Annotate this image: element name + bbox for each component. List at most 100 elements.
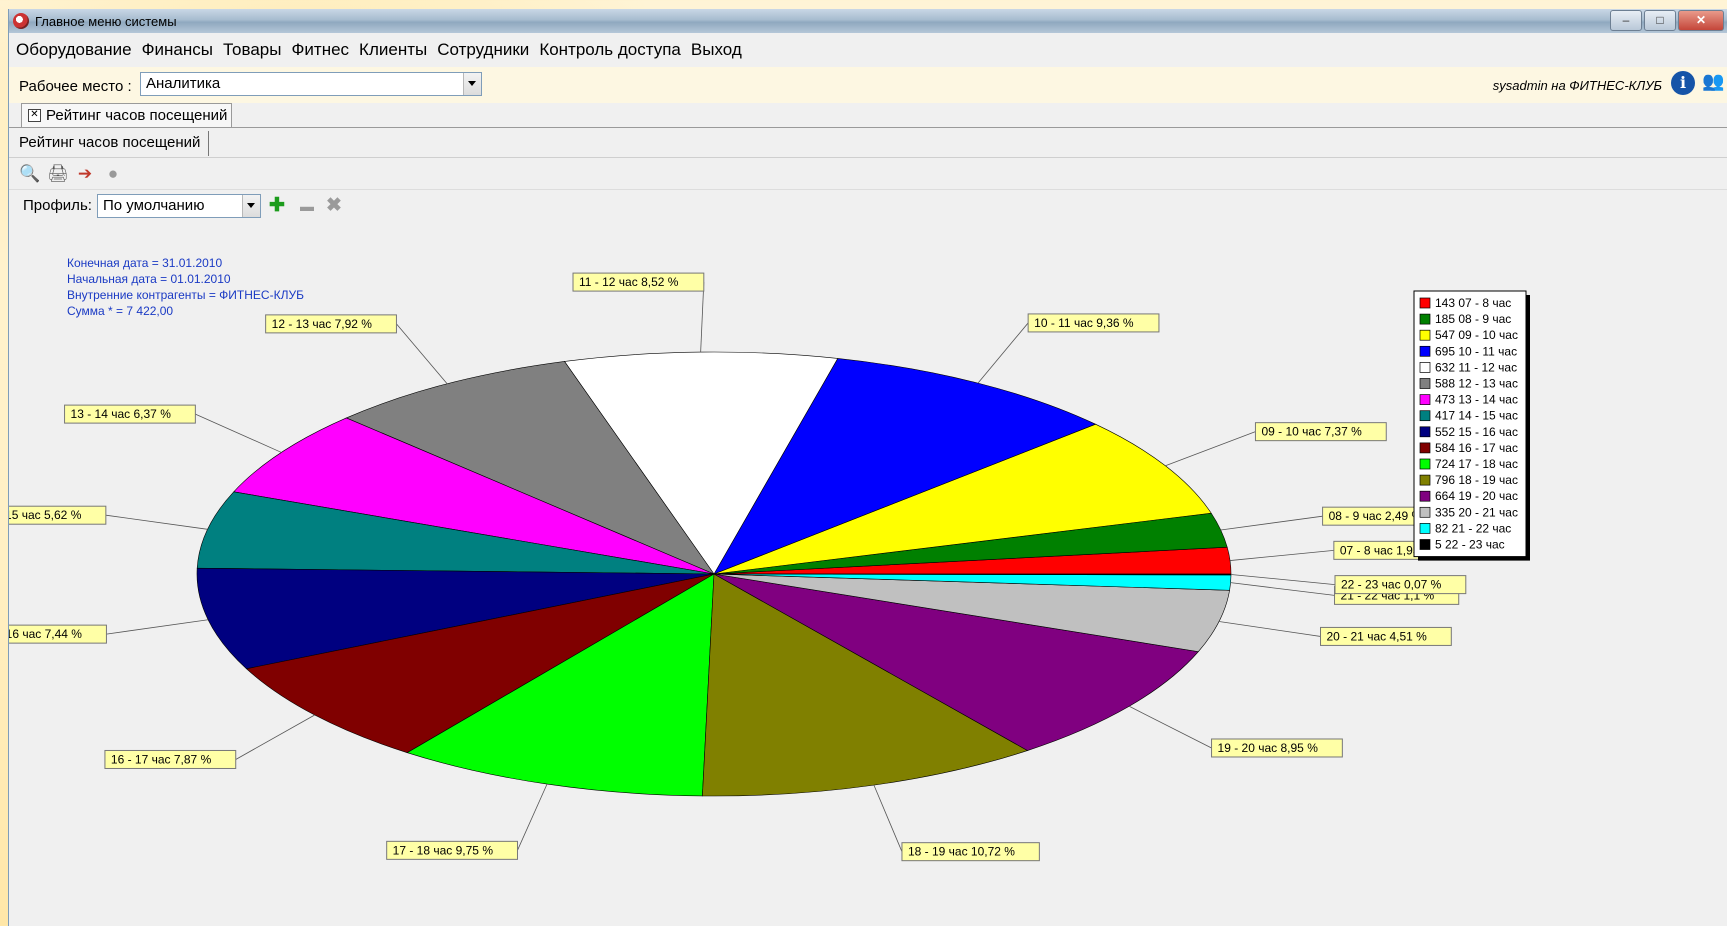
menu-fitness[interactable]: Фитнес	[291, 40, 350, 59]
maximize-button[interactable]: □	[1644, 10, 1676, 31]
legend-swatch	[1419, 313, 1431, 325]
filter-line: Начальная дата = 01.01.2010	[67, 272, 231, 286]
slice-label: 10 - 11 час 9,36 %	[1034, 316, 1134, 330]
menu-exit[interactable]: Выход	[690, 40, 742, 59]
document-tabs: ✕ Рейтинг часов посещений	[9, 103, 1727, 128]
menu-bar: Оборудование Финансы Товары Фитнес Клиен…	[9, 37, 1727, 63]
pie-slice[interactable]	[196, 491, 715, 575]
menu-equipment[interactable]: Оборудование	[16, 40, 132, 59]
legend-entry: 584 16 - 17 час	[1435, 441, 1518, 455]
slice-label-box	[572, 272, 705, 292]
label-leader-line	[873, 784, 903, 852]
legend-box	[1413, 290, 1527, 558]
current-user: sysadmin на ФИТНЕС-КЛУБ	[1492, 78, 1662, 93]
workplace-label: Рабочее место :	[19, 78, 132, 95]
label-leader-line	[106, 619, 209, 635]
filter-line: Конечная дата = 31.01.2010	[67, 256, 222, 270]
legend-entry: 143 07 - 8 час	[1435, 296, 1511, 310]
report-filters: Конечная дата = 31.01.2010 Начальная дата…	[67, 256, 304, 318]
legend-entry: 695 10 - 11 час	[1435, 344, 1517, 358]
legend-swatch	[1419, 426, 1431, 438]
label-leaders	[105, 282, 1336, 852]
legend-entry: 664 19 - 20 час	[1435, 489, 1518, 503]
legend-swatch	[1419, 297, 1431, 309]
pie-slice[interactable]	[345, 361, 715, 575]
slice-label-box	[104, 749, 237, 769]
close-tab-icon[interactable]: ✕	[28, 109, 41, 122]
legend-entry: 417 14 - 15 час	[1435, 409, 1518, 423]
slice-labels: 07 - 8 час 1,93 % 08 - 9 час 2,49 % 09 - 1…	[9, 272, 1467, 862]
user-icon[interactable]: ●	[107, 164, 119, 183]
menu-goods[interactable]: Товары	[223, 40, 282, 59]
slice-label: 12 - 13 час 7,92 %	[272, 317, 373, 331]
label-leader-line	[195, 413, 282, 453]
label-leader-line	[235, 714, 315, 760]
chart-area: Конечная дата = 31.01.2010 Начальная дата…	[9, 224, 1727, 926]
pie-slices	[196, 351, 1232, 797]
pie-slice[interactable]	[563, 351, 839, 575]
label-leader-line	[105, 514, 208, 530]
menu-employees[interactable]: Сотрудники	[437, 40, 530, 59]
delete-profile-icon[interactable]: ✖	[326, 195, 342, 216]
slice-label: 15 - 16 час 7,44 %	[9, 627, 82, 641]
chevron-down-icon[interactable]	[463, 73, 481, 95]
profile-select[interactable]: По умолчанию	[97, 194, 261, 218]
export-icon[interactable]: ➔	[77, 164, 93, 183]
label-leader-line	[1129, 705, 1212, 749]
info-icon[interactable]: i	[1671, 71, 1695, 95]
app-icon	[13, 13, 29, 29]
slice-label: 22 - 23 час 0,07 %	[1341, 578, 1442, 592]
legend-entry: 185 08 - 9 час	[1435, 312, 1511, 326]
slice-label: 13 - 14 час 6,37 %	[71, 407, 172, 421]
profile-bar: Профиль: По умолчанию ✚ ▬ ✖	[9, 189, 1727, 225]
tab-visit-rating[interactable]: ✕ Рейтинг часов посещений	[21, 103, 233, 127]
menu-finance[interactable]: Финансы	[141, 40, 213, 59]
main-window: Главное меню системы – □ ✕ Оборудование …	[8, 9, 1727, 926]
slice-label: 08 - 9 час 2,49 %	[1329, 509, 1423, 523]
slice-label-box	[9, 624, 107, 644]
legend-entry: 796 18 - 19 час	[1435, 473, 1518, 487]
filter-line: Внутренние контрагенты = ФИТНЕС-КЛУБ	[67, 288, 304, 302]
legend-swatch	[1419, 362, 1431, 373]
legend-swatch	[1419, 394, 1431, 405]
close-button[interactable]: ✕	[1678, 10, 1724, 31]
print-icon[interactable]: 🖨	[47, 164, 69, 183]
search-icon[interactable]: 🔍	[19, 164, 41, 183]
legend-entry: 547 09 - 10 час	[1435, 328, 1518, 342]
pie-slice[interactable]	[702, 573, 1029, 797]
slice-label-box	[386, 840, 518, 860]
legend-swatch	[1419, 345, 1431, 357]
slice-label: 11 - 12 час 8,52 %	[579, 275, 679, 289]
menu-access-control[interactable]: Контроль доступа	[539, 40, 681, 59]
slice-label-box	[901, 842, 1040, 862]
minimize-button[interactable]: –	[1610, 10, 1642, 31]
slice-label: 20 - 21 час 4,51 %	[1327, 629, 1428, 643]
pie-slice[interactable]	[713, 358, 1097, 575]
pie-slice[interactable]	[245, 573, 715, 754]
legend-swatch	[1419, 523, 1431, 534]
label-leader-line	[700, 282, 705, 353]
legend-entry: 82 21 - 22 час	[1435, 521, 1511, 535]
pie-slice[interactable]	[713, 423, 1212, 575]
add-profile-icon[interactable]: ✚	[269, 195, 285, 216]
legend-entry: 335 20 - 21 час	[1435, 505, 1518, 519]
menu-clients[interactable]: Клиенты	[359, 40, 428, 59]
profile-value: По умолчанию	[103, 197, 205, 214]
legend-swatch	[1419, 474, 1431, 486]
pie-chart: Конечная дата = 31.01.2010 Начальная дата…	[9, 256, 1530, 862]
label-leader-line	[396, 323, 448, 385]
label-leader-line	[1230, 574, 1336, 586]
users-icon[interactable]: 👥	[1702, 71, 1725, 91]
slice-label-box	[64, 404, 196, 424]
edit-profile-icon[interactable]: ▬	[300, 198, 314, 214]
pie-slice[interactable]	[233, 417, 715, 575]
slice-label-box	[1211, 738, 1343, 758]
chevron-down-icon[interactable]	[242, 195, 260, 217]
title-bar[interactable]: Главное меню системы – □ ✕	[9, 9, 1727, 33]
pie-slice[interactable]	[196, 567, 715, 670]
slice-label-box	[1254, 422, 1387, 442]
pie-slice[interactable]	[406, 573, 715, 797]
inner-tab-visit-rating[interactable]: Рейтинг часов посещений	[13, 131, 210, 156]
slice-label-box	[1027, 313, 1160, 333]
workplace-select[interactable]: Аналитика	[140, 72, 482, 96]
